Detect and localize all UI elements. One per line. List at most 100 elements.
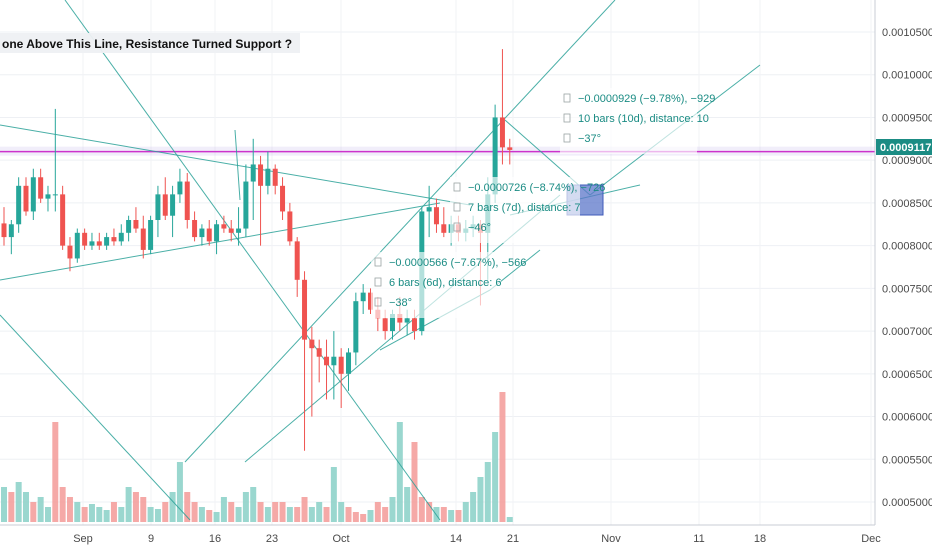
candle-body <box>368 292 373 310</box>
volume-bar <box>198 507 205 522</box>
volume-bar <box>184 492 191 522</box>
y-tick-label: 0.0005000 <box>882 497 932 509</box>
measure-tool-label: 10 bars (10d), distance: 10 <box>578 113 709 125</box>
y-tick-label: 0.0008500 <box>882 198 932 210</box>
candle-body <box>499 117 505 148</box>
volume-bar <box>132 492 139 522</box>
y-tick-label: 0.0005500 <box>882 454 932 466</box>
volume-bar <box>257 502 264 522</box>
candle-body <box>118 232 124 242</box>
measure-icon <box>563 113 571 123</box>
candle-body <box>162 194 168 216</box>
volume-bar <box>345 507 352 522</box>
candle-body <box>89 241 95 246</box>
measure-icon <box>563 93 571 103</box>
candle-body <box>346 352 352 374</box>
measure-icon <box>453 182 461 192</box>
trendline <box>0 202 441 281</box>
candle-body <box>426 207 432 212</box>
x-tick-label: Sep <box>73 533 93 545</box>
candle-body <box>507 147 513 150</box>
y-tick-label: 0.0006000 <box>882 412 932 424</box>
candle-body <box>126 220 132 233</box>
y-tick-label: 0.0007000 <box>882 326 932 338</box>
x-tick-label: 14 <box>450 533 462 545</box>
candle-body <box>272 168 278 186</box>
volume-bar <box>96 507 103 522</box>
y-axis-pane <box>875 0 932 525</box>
volume-bar <box>81 507 88 522</box>
candle-body <box>199 228 205 238</box>
candle-body <box>74 232 80 259</box>
measure-tool-label: −46° <box>468 222 491 234</box>
candle-body <box>96 241 102 246</box>
volume-bar <box>176 462 183 522</box>
volume-bar <box>374 502 381 522</box>
candle-body <box>316 348 322 357</box>
measure-tool-bg <box>450 177 580 243</box>
volume-bar <box>411 442 418 522</box>
volume-bar <box>103 510 110 522</box>
measure-tool-label: −0.0000566 (−7.67%), −566 <box>389 257 526 269</box>
trendline <box>0 124 471 206</box>
candle-body <box>1 223 7 238</box>
measure-icon <box>453 222 461 232</box>
volume-bar <box>470 492 477 522</box>
volume-bar <box>418 497 425 522</box>
y-tick-label: 0.0009000 <box>882 155 932 167</box>
candle-body <box>214 224 220 242</box>
volume-bar <box>316 502 323 522</box>
y-tick-label: 0.0010500 <box>882 27 932 39</box>
candle-body <box>60 194 66 246</box>
title-bg <box>0 33 300 53</box>
volume-bar <box>52 422 59 522</box>
volume-bar <box>8 492 15 522</box>
volume-bar <box>455 510 462 522</box>
x-tick-label: Dec <box>861 533 881 545</box>
candle-body <box>411 318 417 332</box>
volume-bar <box>74 502 81 522</box>
volume-bar <box>301 497 308 522</box>
volume-bar <box>15 482 22 522</box>
volume-bar <box>30 502 37 522</box>
x-axis: Sep 9 16 23 Oct 14 21 Nov 11 18 Dec <box>73 533 881 545</box>
volume-bar <box>162 502 169 522</box>
volume-bar <box>440 507 447 522</box>
volume-bar <box>250 487 257 522</box>
volume-bar <box>492 432 499 522</box>
measure-tool-label: −37° <box>578 133 601 145</box>
volume-bar <box>228 502 235 522</box>
volume-bar <box>272 502 279 522</box>
volume-bar <box>338 502 345 522</box>
measure-icon <box>374 277 382 287</box>
measure-tool-label: 6 bars (6d), distance: 6 <box>389 277 502 289</box>
candle-body <box>192 220 198 238</box>
y-tick-label: 0.0010000 <box>882 70 932 82</box>
candle-body <box>309 339 315 349</box>
y-tick-label: 0.0008000 <box>882 241 932 253</box>
candle-body <box>228 228 234 233</box>
candle-body <box>250 164 256 182</box>
candle-body <box>104 237 110 246</box>
candle-body <box>236 228 242 233</box>
candle-body <box>265 168 271 186</box>
trendline <box>184 0 616 463</box>
y-tick-label: 0.0006500 <box>882 369 932 381</box>
x-tick-label: 21 <box>507 533 519 545</box>
candle-body <box>324 356 330 366</box>
volume-bar <box>235 507 242 522</box>
candle-body <box>38 177 44 199</box>
candles <box>1 49 513 451</box>
volume-bar <box>506 517 513 522</box>
volume-bar <box>88 504 95 522</box>
volume-bar <box>125 487 132 522</box>
candle-body <box>360 292 366 302</box>
measure-tool-label: 7 bars (7d), distance: 7 <box>468 202 581 214</box>
candle-body <box>45 194 51 199</box>
candle-body <box>52 194 58 196</box>
candle-body <box>111 237 117 242</box>
last-price-badge[interactable] <box>876 139 932 155</box>
candle-body <box>140 228 146 250</box>
